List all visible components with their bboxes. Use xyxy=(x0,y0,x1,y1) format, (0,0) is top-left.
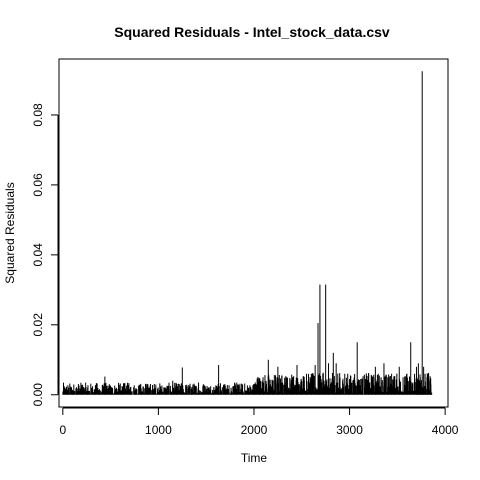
y-tick-label: 0.04 xyxy=(31,243,45,267)
data-layer xyxy=(62,71,433,395)
y-axis: 0.00 0.02 0.04 0.06 0.08 xyxy=(31,103,59,407)
y-tick-label: 0.00 xyxy=(31,383,45,407)
x-tick-label: 3000 xyxy=(336,423,363,437)
y-tick-label: 0.02 xyxy=(31,313,45,337)
y-tick-label: 0.08 xyxy=(31,103,45,127)
plot-frame xyxy=(58,58,449,408)
x-axis: 0 1000 2000 3000 4000 xyxy=(59,407,459,437)
x-tick-label: 4000 xyxy=(432,423,459,437)
x-tick-label: 2000 xyxy=(241,423,268,437)
residual-noise-line xyxy=(62,372,433,395)
chart-title: Squared Residuals - Intel_stock_data.csv xyxy=(114,24,390,40)
x-axis-label: Time xyxy=(241,451,268,465)
x-tick-label: 1000 xyxy=(145,423,172,437)
y-axis-label: Squared Residuals xyxy=(3,182,17,283)
y-tick-label: 0.06 xyxy=(31,173,45,197)
x-tick-label: 0 xyxy=(59,423,66,437)
